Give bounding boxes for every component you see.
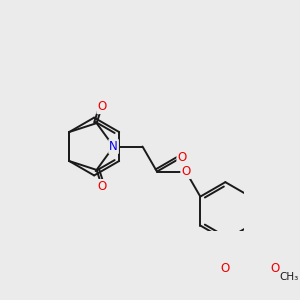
Text: O: O <box>271 262 280 275</box>
Text: O: O <box>97 180 106 193</box>
Text: O: O <box>177 151 187 164</box>
Text: O: O <box>221 262 230 275</box>
Text: O: O <box>97 100 106 113</box>
Text: O: O <box>181 165 190 178</box>
Text: CH₃: CH₃ <box>280 272 299 282</box>
Text: N: N <box>109 140 118 153</box>
